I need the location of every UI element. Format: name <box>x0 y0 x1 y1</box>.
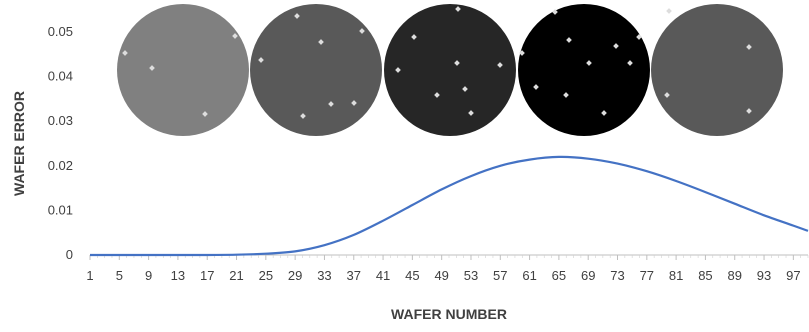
y-axis-ticks: 0 0.01 0.02 0.03 0.04 0.05 <box>48 24 73 262</box>
wafer-defect <box>351 100 357 106</box>
y-tick-label: 0.04 <box>48 69 73 84</box>
wafer-image <box>117 4 249 136</box>
x-tick-label: 61 <box>522 268 536 283</box>
wafer-defect <box>519 50 525 56</box>
wafer-defect <box>533 84 539 90</box>
x-tick-label: 73 <box>610 268 624 283</box>
x-tick-label: 21 <box>229 268 243 283</box>
wafer-defect <box>434 92 440 98</box>
x-tick-label: 33 <box>317 268 331 283</box>
x-tick-label: 5 <box>116 268 123 283</box>
y-tick-label: 0 <box>66 247 73 262</box>
wafer-image <box>384 4 516 136</box>
wafer-disc <box>384 4 516 136</box>
x-tick-label: 41 <box>376 268 390 283</box>
x-tick-label: 49 <box>434 268 448 283</box>
wafer-disc <box>651 4 783 136</box>
x-tick-label: 89 <box>728 268 742 283</box>
wafer-defect <box>328 101 334 107</box>
wafer-defect <box>149 65 155 71</box>
y-tick-label: 0.01 <box>48 202 73 217</box>
wafer-defect <box>627 60 633 66</box>
y-tick-label: 0.05 <box>48 24 73 39</box>
x-tick-label: 53 <box>464 268 478 283</box>
x-tick-label: 65 <box>552 268 566 283</box>
x-tick-label: 69 <box>581 268 595 283</box>
wafer-defect <box>552 9 558 15</box>
wafer-defect <box>586 60 592 66</box>
y-tick-label: 0.02 <box>48 158 73 173</box>
wafer-disc <box>117 4 249 136</box>
x-tick-label: 9 <box>145 268 152 283</box>
y-tick-label: 0.03 <box>48 113 73 128</box>
x-tick-label: 45 <box>405 268 419 283</box>
wafer-defect <box>746 44 752 50</box>
wafer-defect <box>566 37 572 43</box>
x-axis-ticks: 1 5 9 13 17 21 25 29 33 37 41 45 49 53 57 61 65 69 73 77 81 8… <box>86 255 809 283</box>
wafer-images <box>117 4 783 136</box>
x-tick-label: 85 <box>698 268 712 283</box>
wafer-defect <box>462 86 468 92</box>
wafer-defect <box>395 67 401 73</box>
wafer-defect <box>666 8 672 14</box>
wafer-defect <box>202 111 208 117</box>
wafer-defect <box>468 110 474 116</box>
wafer-image <box>518 4 650 136</box>
wafer-defect <box>636 34 642 40</box>
wafer-defect <box>300 113 306 119</box>
wafer-image <box>250 4 382 136</box>
x-tick-label: 29 <box>288 268 302 283</box>
x-tick-label: 17 <box>200 268 214 283</box>
wafer-defect <box>664 92 670 98</box>
x-tick-label: 57 <box>493 268 507 283</box>
x-tick-label: 77 <box>640 268 654 283</box>
axes: 1 5 9 13 17 21 25 29 33 37 41 45 49 53 57 61 65 69 73 77 81 8… <box>48 24 809 283</box>
x-tick-label: 25 <box>259 268 273 283</box>
x-tick-label: 1 <box>86 268 93 283</box>
series-line <box>90 155 809 257</box>
wafer-image <box>651 4 783 136</box>
x-tick-label: 37 <box>347 268 361 283</box>
x-tick-label: 97 <box>786 268 800 283</box>
wafer-defect <box>613 43 619 49</box>
y-axis-label: WAFER ERROR <box>11 91 27 196</box>
wafer-disc <box>250 4 382 136</box>
wafer-defect <box>601 110 607 116</box>
wafer-defect <box>746 108 752 114</box>
wafer-defect <box>563 92 569 98</box>
x-tick-label: 81 <box>669 268 683 283</box>
wafer-disc <box>518 4 650 136</box>
x-tick-label: 13 <box>171 268 185 283</box>
series-layer <box>90 155 809 257</box>
x-tick-label: 93 <box>757 268 771 283</box>
x-axis-label: WAFER NUMBER <box>391 306 507 322</box>
